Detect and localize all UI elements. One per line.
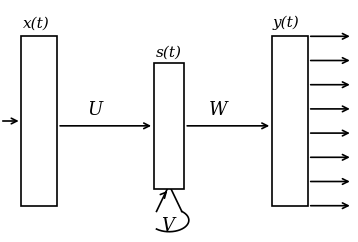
Bar bbox=[154, 63, 184, 189]
Text: U: U bbox=[87, 101, 102, 119]
Text: y(t): y(t) bbox=[273, 16, 300, 30]
Text: s(t): s(t) bbox=[156, 45, 182, 59]
Text: x(t): x(t) bbox=[23, 16, 50, 30]
Text: W: W bbox=[209, 101, 228, 119]
Text: V: V bbox=[161, 217, 174, 235]
Bar bbox=[272, 36, 308, 206]
Bar bbox=[21, 36, 57, 206]
